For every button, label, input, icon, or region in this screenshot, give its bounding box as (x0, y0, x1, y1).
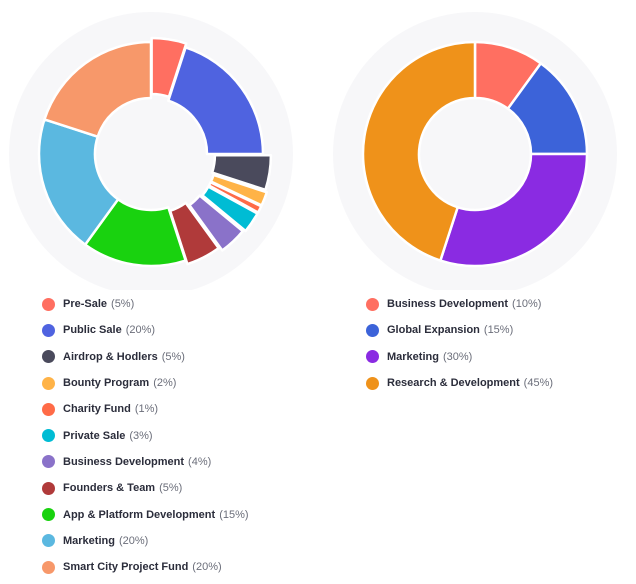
legend-swatch (42, 560, 55, 574)
token-distribution-chart (0, 0, 320, 290)
pie-slice-research-and-development[interactable] (361, 40, 477, 262)
pie-slice-private-sale[interactable] (201, 185, 259, 233)
fund-allocation-legend: Business Development (10%) Global Expansio… (366, 291, 553, 396)
legend-item-founders-and-team[interactable]: Founders & Team (5%) (42, 475, 249, 501)
legend-percent: (45%) (523, 377, 554, 390)
legend-percent: (5%) (161, 350, 185, 363)
legend-item-business-development[interactable]: Business Development (10%) (366, 291, 553, 317)
legend-percent: (3%) (129, 429, 153, 442)
legend-swatch (42, 297, 55, 311)
legend-percent: (20%) (118, 534, 149, 547)
pie-slice-charity-fund[interactable] (207, 181, 263, 214)
legend-swatch (42, 323, 55, 337)
pie-slice-business-development[interactable] (188, 194, 245, 252)
legend-item-business-development[interactable]: Business Development (4%) (42, 449, 249, 475)
legend-percent: (1%) (134, 403, 159, 416)
legend-item-app-and-platform-development[interactable]: App & Platform Development (15%) (42, 501, 249, 527)
legend-percent: (20%) (192, 561, 222, 574)
legend-label: Bounty Program (63, 377, 150, 390)
legend-item-pre-sale[interactable]: Pre-Sale (5%) (42, 291, 249, 317)
legend-item-private-sale[interactable]: Private Sale (3%) (42, 422, 249, 448)
pie-slice-airdrop-and-hodlers[interactable] (210, 154, 273, 192)
legend-swatch (42, 429, 55, 443)
legend-label: Research & Development (387, 377, 520, 390)
legend-label: Marketing (387, 350, 439, 363)
legend-item-public-sale[interactable]: Public Sale (20%) (42, 317, 249, 343)
legend-percent: (2%) (153, 377, 177, 390)
legend-swatch (42, 534, 55, 548)
fund-allocation-chart (316, 0, 636, 290)
legend-label: Pre-Sale (63, 298, 108, 311)
legend-item-marketing[interactable]: Marketing (20%) (42, 528, 249, 554)
legend-label: Smart City Project Fund (63, 561, 189, 574)
legend-label: Founders & Team (63, 482, 156, 495)
legend-label: Private Sale (63, 429, 126, 442)
legend-percent: (15%) (219, 508, 249, 521)
legend-swatch (366, 350, 379, 364)
legend-label: Public Sale (63, 324, 122, 337)
legend-item-research-and-development[interactable]: Research & Development (45%) (366, 370, 553, 396)
legend-label: Airdrop & Hodlers (63, 350, 158, 363)
legend-label: App & Platform Development (63, 508, 216, 521)
legend-percent: (10%) (512, 298, 542, 311)
legend-item-charity-fund[interactable]: Charity Fund (1%) (42, 396, 249, 422)
legend-item-marketing[interactable]: Marketing (30%) (366, 344, 553, 370)
legend-swatch (42, 481, 55, 495)
legend-percent: (4%) (188, 455, 212, 468)
legend-item-airdrop-and-hodlers[interactable]: Airdrop & Hodlers (5%) (42, 344, 249, 370)
legend-percent: (20%) (125, 324, 156, 337)
legend-percent: (5%) (159, 482, 183, 495)
legend-label: Business Development (387, 298, 509, 311)
legend-item-global-expansion[interactable]: Global Expansion (15%) (366, 317, 553, 343)
legend-label: Global Expansion (387, 324, 480, 337)
legend-swatch (42, 508, 55, 522)
legend-swatch (42, 402, 55, 416)
pie-slice-smart-city-project-fund[interactable] (43, 40, 153, 138)
pie-slice-marketing[interactable] (439, 152, 589, 268)
legend-percent: (5%) (111, 298, 135, 311)
legend-label: Marketing (63, 534, 115, 547)
legend-item-smart-city-project-fund[interactable]: Smart City Project Fund (20%) (42, 554, 249, 580)
legend-swatch (366, 323, 379, 337)
legend-item-bounty-program[interactable]: Bounty Program (2%) (42, 370, 249, 396)
legend-percent: (15%) (483, 324, 514, 337)
legend-swatch (42, 376, 55, 390)
pie-slice-public-sale[interactable] (167, 46, 265, 156)
token-distribution-legend: Pre-Sale (5%) Public Sale (20%) Airdrop & Ho… (42, 291, 249, 580)
legend-label: Charity Fund (63, 403, 131, 416)
legend-swatch (42, 455, 55, 469)
legend-swatch (366, 376, 379, 390)
legend-percent: (30%) (442, 350, 473, 363)
legend-label: Business Development (63, 455, 185, 468)
legend-swatch (42, 350, 55, 364)
legend-swatch (366, 297, 379, 311)
